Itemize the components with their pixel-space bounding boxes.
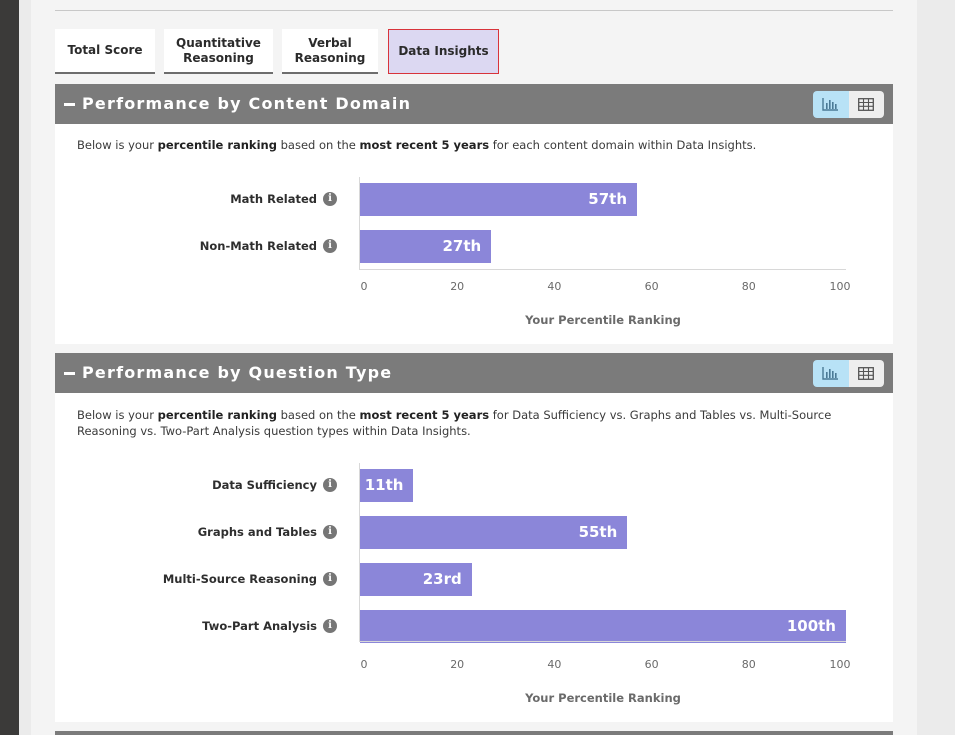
x-tick-label: 100 xyxy=(829,658,851,671)
question-type-panel: Performance by Question Type xyxy=(55,353,893,722)
desc-emphasis: percentile ranking xyxy=(157,408,277,422)
x-axis-line xyxy=(359,641,846,642)
x-tick-label: 40 xyxy=(547,658,562,671)
x-axis-line xyxy=(359,269,846,270)
tab-label: Verbal Reasoning xyxy=(294,35,366,65)
category-label: Multi-Source Reasoning xyxy=(162,572,317,586)
desc-text: Below is your xyxy=(77,408,158,422)
x-tick-label: 100 xyxy=(829,280,851,293)
percentile-bar: 100th xyxy=(360,610,846,643)
tab-total-score[interactable]: Total Score xyxy=(55,29,155,74)
desc-emphasis: most recent 5 years xyxy=(359,138,490,152)
content-domain-panel: Performance by Content Domain xyxy=(55,84,893,344)
percentile-bar: 55th xyxy=(360,516,628,549)
desc-text: based on the xyxy=(276,138,360,152)
panel-title: Performance by Content Domain xyxy=(82,94,412,113)
bar-value-label: 23rd xyxy=(422,570,462,588)
panel-header: Performance by Question Type xyxy=(55,353,893,393)
x-tick-label: 40 xyxy=(547,280,562,293)
chart-view-button[interactable] xyxy=(813,91,849,118)
percentile-bar: 23rd xyxy=(360,563,472,596)
category-label: Data Sufficiency xyxy=(212,478,317,492)
info-icon[interactable]: i xyxy=(323,619,337,633)
left-edge-bar xyxy=(0,0,19,735)
x-tick-label: 0 xyxy=(360,280,368,293)
collapse-icon[interactable] xyxy=(64,103,75,106)
info-icon[interactable]: i xyxy=(323,525,337,539)
table-view-button[interactable] xyxy=(848,91,884,118)
percentile-bar: 57th xyxy=(360,183,638,216)
tab-label: Total Score xyxy=(67,43,143,57)
bar-value-label: 57th xyxy=(588,190,628,208)
x-axis-title: Your Percentile Ranking xyxy=(525,691,681,705)
desc-text: Below is your xyxy=(77,138,158,152)
desc-emphasis: percentile ranking xyxy=(157,138,277,152)
table-grid-icon xyxy=(858,367,875,380)
desc-text: based on the xyxy=(276,408,360,422)
category-label: Two-Part Analysis xyxy=(202,619,317,633)
desc-text: for each content domain within Data Insi… xyxy=(489,138,757,152)
bar-value-label: 100th xyxy=(786,617,836,635)
percentile-bar: 27th xyxy=(360,230,492,263)
x-tick-label: 80 xyxy=(741,280,756,293)
info-icon[interactable]: i xyxy=(323,478,337,492)
x-tick-label: 0 xyxy=(360,658,368,671)
chart-view-button[interactable] xyxy=(813,360,849,387)
percentile-bar: 11th xyxy=(360,469,414,502)
panel-title: Performance by Question Type xyxy=(82,363,393,382)
view-toggle xyxy=(813,360,884,387)
top-divider xyxy=(55,10,893,11)
desc-text: for Data Sufficiency vs. Graphs and Tabl… xyxy=(77,408,832,438)
tab-data-insights[interactable]: Data Insights xyxy=(388,29,499,74)
info-icon[interactable]: i xyxy=(323,192,337,206)
view-toggle xyxy=(813,91,884,118)
bar-chart-icon xyxy=(822,98,839,111)
panel-description: Below is your percentile ranking based o… xyxy=(77,407,837,439)
x-tick-label: 80 xyxy=(741,658,756,671)
table-view-button[interactable] xyxy=(848,360,884,387)
collapse-icon[interactable] xyxy=(64,372,75,375)
y-axis-line xyxy=(359,463,360,641)
bar-value-label: 27th xyxy=(442,237,482,255)
table-grid-icon xyxy=(858,98,875,111)
next-panel-header-edge xyxy=(55,731,893,735)
x-tick-label: 60 xyxy=(644,658,659,671)
tab-quantitative-reasoning[interactable]: Quantitative Reasoning xyxy=(164,29,273,74)
info-icon[interactable]: i xyxy=(323,239,337,253)
question-type-chart: Data Sufficiency i 11th Graphs and Tables i 5… xyxy=(55,353,893,722)
bar-value-label: 11th xyxy=(364,476,404,494)
category-label: Graphs and Tables xyxy=(197,525,317,539)
panel-header: Performance by Content Domain xyxy=(55,84,893,124)
desc-emphasis: most recent 5 years xyxy=(359,408,490,422)
tab-label: Quantitative Reasoning xyxy=(176,35,261,65)
content-domain-chart: Math Related i 57th Non-Math Related i 27th 0 2… xyxy=(55,84,893,344)
x-tick-label: 60 xyxy=(644,280,659,293)
x-tick-label: 20 xyxy=(450,280,465,293)
category-label: Math Related xyxy=(230,192,317,206)
info-icon[interactable]: i xyxy=(323,572,337,586)
tab-verbal-reasoning[interactable]: Verbal Reasoning xyxy=(282,29,378,74)
x-tick-label: 20 xyxy=(450,658,465,671)
panel-description: Below is your percentile ranking based o… xyxy=(77,137,837,153)
tab-label: Data Insights xyxy=(398,44,489,58)
y-axis-line xyxy=(359,177,360,269)
category-label: Non-Math Related xyxy=(199,239,317,253)
bar-value-label: 55th xyxy=(578,523,618,541)
bar-chart-icon xyxy=(822,367,839,380)
x-axis-title: Your Percentile Ranking xyxy=(525,313,681,327)
